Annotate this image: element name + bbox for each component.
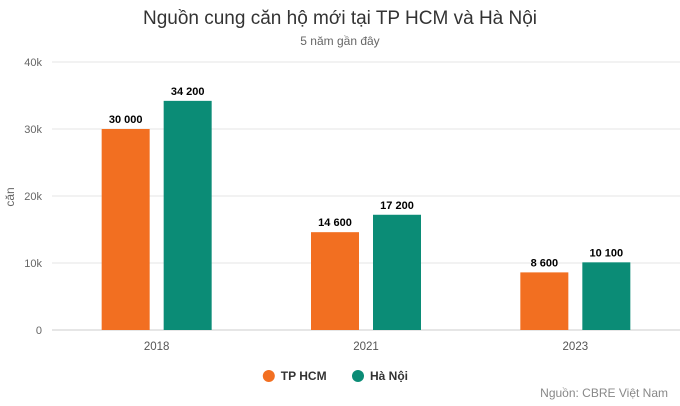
x-tick-label: 2018 — [144, 341, 170, 353]
legend-label: Hà Nội — [370, 369, 408, 383]
data-label: 10 100 — [590, 247, 624, 259]
bar-hà-nội-2021 — [373, 214, 421, 330]
x-tick-label: 2023 — [563, 341, 589, 353]
bar-tp-hcm-2021 — [311, 232, 359, 330]
legend-marker — [262, 370, 275, 382]
source-note: Nguồn: CBRE Việt Nam — [540, 386, 668, 400]
bar-tp-hcm-2023 — [520, 272, 569, 330]
x-tick-label: 2021 — [353, 341, 379, 353]
bar-hà-nội-2023 — [582, 262, 631, 330]
legend-label: TP HCM — [281, 369, 327, 383]
data-label: 14 600 — [318, 217, 352, 229]
data-label: 8 600 — [531, 257, 559, 269]
legend-marker — [352, 370, 364, 382]
y-tick-label: 0 — [36, 325, 42, 337]
legend: TP HCM Hà Nội — [262, 369, 408, 383]
chart-title: Nguồn cung căn hộ mới tại TP HCM và Hà N… — [143, 8, 537, 29]
data-label: 17 200 — [380, 200, 414, 212]
bar-tp-hcm-2018 — [101, 129, 150, 330]
y-tick-label: 30k — [24, 124, 42, 136]
y-tick-label: 40k — [24, 57, 42, 69]
bar-hà-nội-2018 — [163, 100, 212, 330]
plot-area: 0 10k 20k 30k 40k 30 000 34 200 2018 14 600 17 20… — [24, 57, 680, 353]
y-axis-label: căn — [3, 187, 17, 206]
data-label: 30 000 — [109, 114, 143, 126]
y-tick-label: 20k — [24, 191, 42, 203]
chart-subtitle: 5 năm gần đây — [300, 34, 379, 48]
y-tick-label: 10k — [24, 258, 42, 270]
data-label: 34 200 — [171, 86, 205, 98]
